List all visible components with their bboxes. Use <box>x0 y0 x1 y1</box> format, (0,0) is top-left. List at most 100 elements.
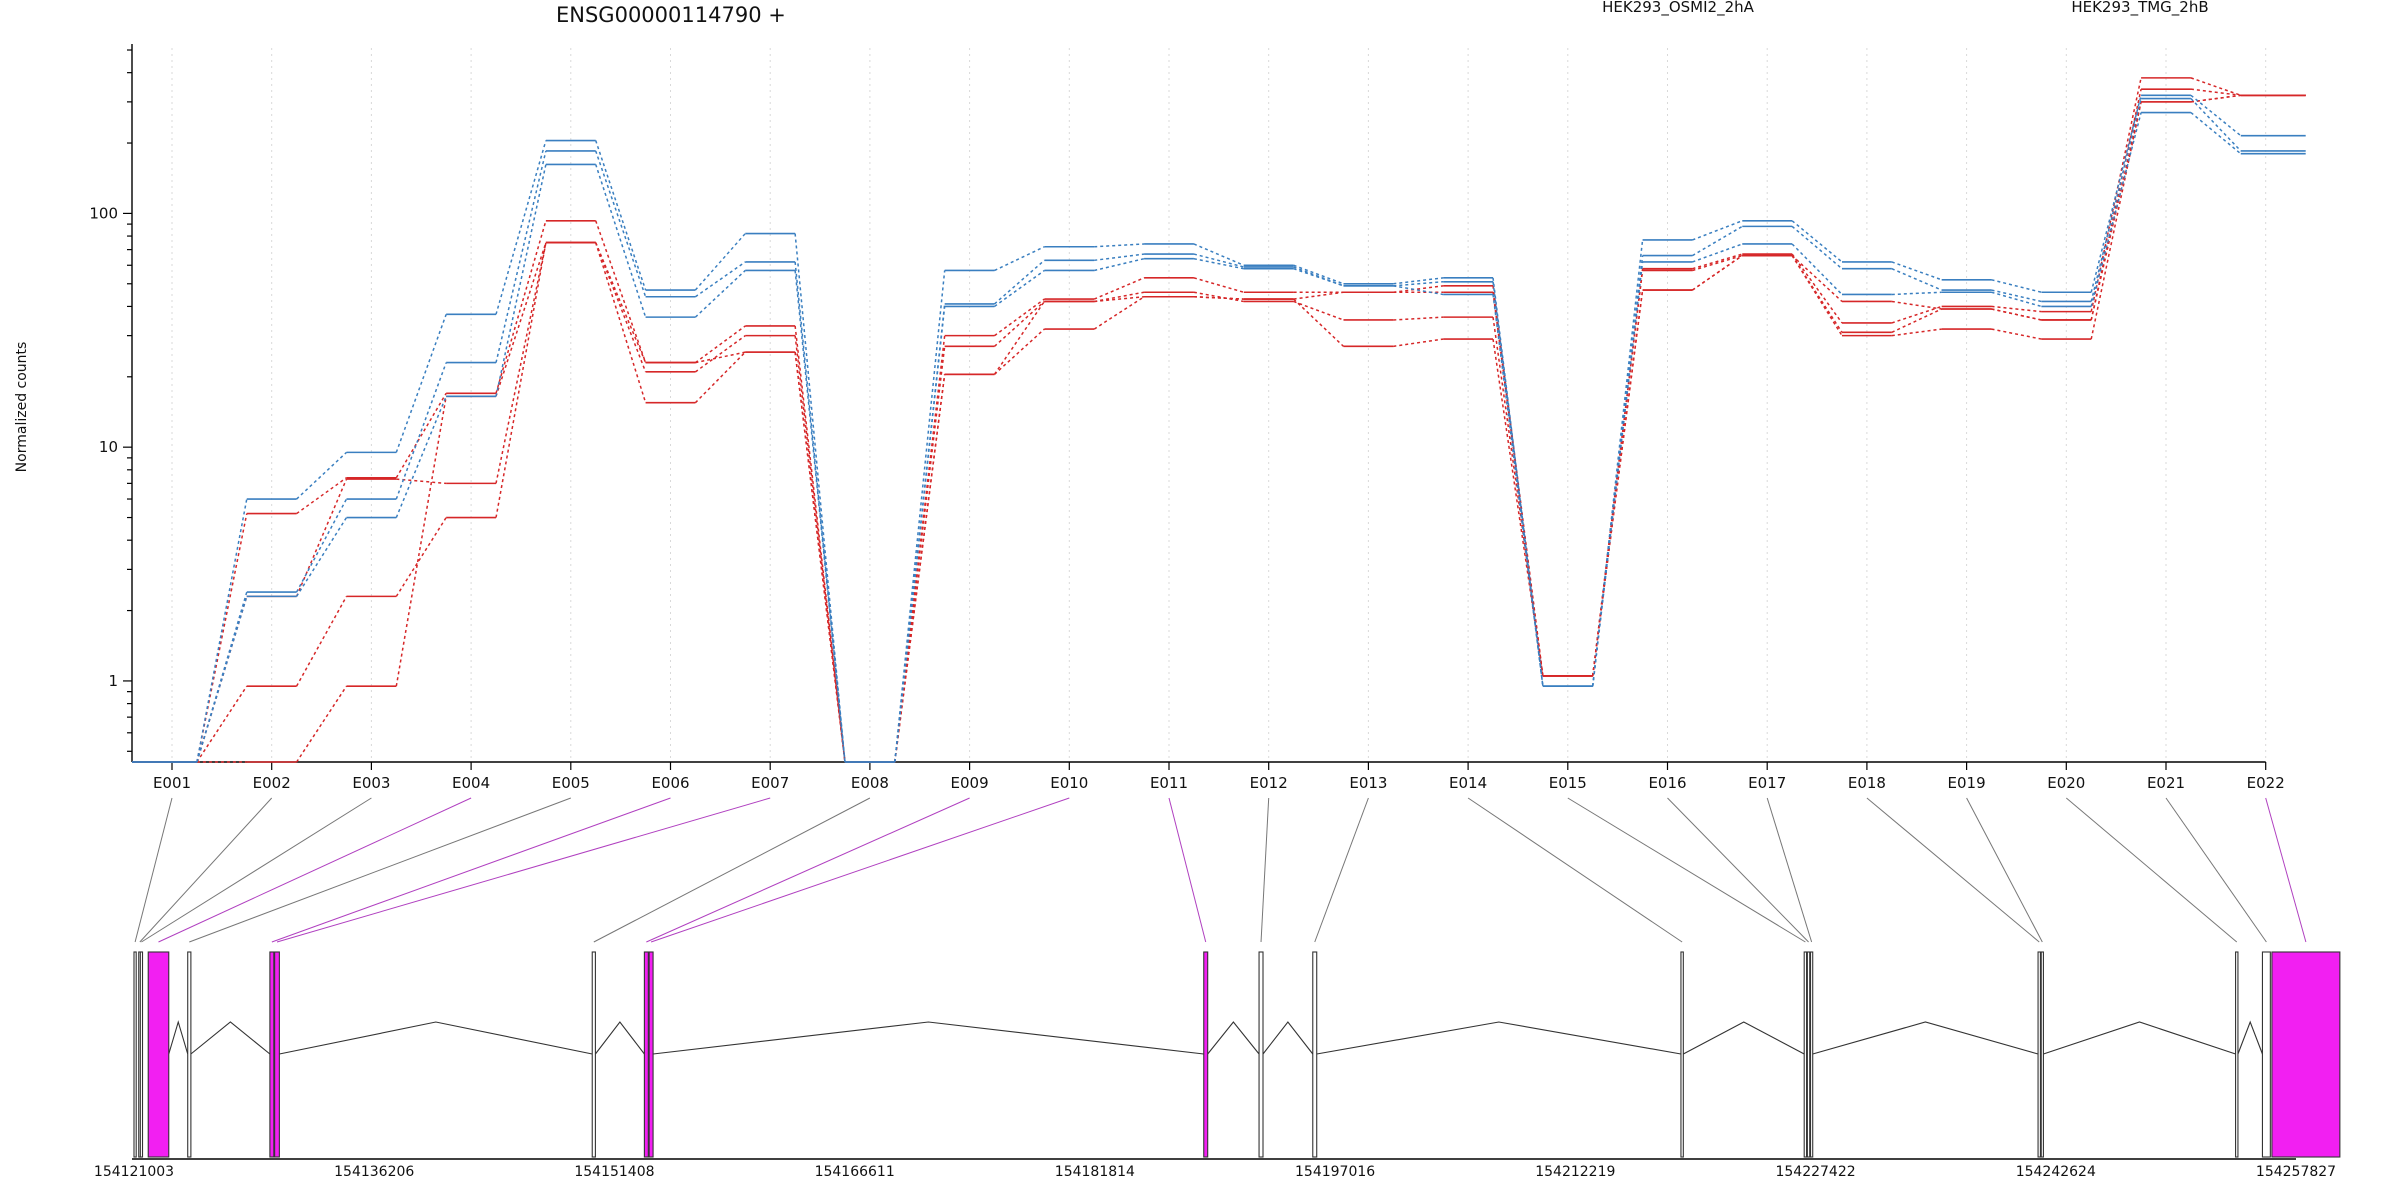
connector-E008 <box>894 335 946 763</box>
connector-line-E007 <box>276 797 771 943</box>
connector-E006 <box>694 261 746 298</box>
connector-E019 <box>1991 291 2042 308</box>
exon-E008 <box>591 951 596 1158</box>
y-axis: 1 10 100 <box>89 44 133 762</box>
exon-E005 <box>187 951 192 1158</box>
x-axis: E001 E002 E003 E004 E005 E006 E007 E008 E009 E010… <box>132 761 2285 792</box>
connector-E003 <box>395 396 447 518</box>
exon-E003 <box>139 951 144 1158</box>
x-tick-label-E018: E018 <box>1848 774 1886 792</box>
exon-E016 <box>1806 951 1811 1158</box>
connector-E021 <box>2190 94 2242 137</box>
x-tick-label-E004: E004 <box>452 774 490 792</box>
connector-E003 <box>395 362 447 500</box>
connector-line-E012 <box>1260 797 1270 943</box>
series-lines <box>132 77 2306 763</box>
connector-E006 <box>694 351 746 404</box>
connector-E002 <box>295 478 348 597</box>
connector-E010 <box>1094 257 1145 272</box>
connector-E003 <box>396 478 447 485</box>
exon-E019 <box>2040 951 2044 1158</box>
connector-E010 <box>1094 243 1145 248</box>
x-tick-label-E022: E022 <box>2247 774 2285 792</box>
connector-line-E016 <box>1667 797 1809 943</box>
connector-E002 <box>296 477 347 515</box>
x-tick-label-E014: E014 <box>1449 774 1487 792</box>
legend-entry-osmi2: HEK293_OSMI2_2hA <box>1602 0 1755 17</box>
exon-E001 <box>133 951 137 1158</box>
connector-E016 <box>1692 220 1743 241</box>
series-5 <box>132 94 2306 763</box>
genomic-tick-label-0: 154121003 <box>94 1164 174 1180</box>
intron-E008 <box>594 1021 645 1055</box>
series-2 <box>132 88 2306 763</box>
connector-E009 <box>994 298 1045 337</box>
connector-line-E005 <box>189 797 571 943</box>
exon-E004 <box>147 951 170 1158</box>
connector-E012 <box>1293 300 1344 321</box>
connector-E002 <box>295 596 348 687</box>
connector-line-E020 <box>2065 797 2238 943</box>
x-tick-label-E012: E012 <box>1250 774 1288 792</box>
connector-E021 <box>2190 111 2242 155</box>
x-tick-label-E016: E016 <box>1648 774 1686 792</box>
connector-E013 <box>1393 281 1444 287</box>
connector-E020 <box>2090 77 2142 312</box>
connector-E020 <box>2090 95 2142 293</box>
connector-E001 <box>196 596 248 763</box>
exon-E015 <box>1803 951 1808 1158</box>
series-1 <box>132 77 2306 763</box>
connector-E007 <box>794 352 846 763</box>
connector-E009 <box>994 328 1045 375</box>
connector-E013 <box>1393 285 1444 296</box>
connector-E014 <box>1492 277 1544 687</box>
connector-E002 <box>296 451 347 500</box>
vertical-gridlines <box>171 48 2267 762</box>
connector-E019 <box>1991 308 2042 321</box>
x-tick-label-E019: E019 <box>1948 774 1986 792</box>
connector-E010 <box>1094 253 1145 262</box>
intron-E020 <box>2237 1020 2263 1055</box>
connector-line-E011 <box>1168 797 1207 943</box>
connector-E005 <box>595 242 647 373</box>
series-6 <box>132 97 2306 763</box>
connector-E016 <box>1692 225 1743 257</box>
x-tick-label-E006: E006 <box>651 774 689 792</box>
connector-line-E010 <box>650 797 1070 943</box>
x-tick-label-E017: E017 <box>1748 774 1786 792</box>
intron-E017 <box>1812 1021 2039 1055</box>
connector-E016 <box>1691 254 1743 291</box>
y-tick-label-1: 1 <box>108 672 118 690</box>
connector-E005 <box>595 220 647 363</box>
connector-E016 <box>1692 254 1743 272</box>
connector-E017 <box>1791 225 1843 270</box>
connector-E012 <box>1293 291 1344 300</box>
connector-E020 <box>2090 101 2142 321</box>
exon-E021 <box>2261 951 2271 1158</box>
exon-E006 <box>269 951 275 1158</box>
exon-E022 <box>2271 951 2341 1158</box>
genomic-axis: 154121003 154136206 154151408 154166611 1541… <box>94 1158 2336 1180</box>
connector-E008 <box>894 374 946 763</box>
exon-E013 <box>1312 951 1318 1158</box>
connector-E003 <box>395 396 447 687</box>
connector-line-E001 <box>134 797 173 943</box>
connector-E011 <box>1193 243 1245 266</box>
connector-E003 <box>395 517 447 597</box>
legend-entry-tmg: HEK293_TMG_2hB <box>2071 0 2208 17</box>
x-tick-label-E007: E007 <box>751 774 789 792</box>
intron-E005 <box>190 1021 271 1055</box>
exon-E007 <box>274 951 280 1158</box>
connector-E018 <box>1891 328 1942 337</box>
connector-line-E018 <box>1866 797 2040 943</box>
exon-E012 <box>1258 951 1264 1158</box>
intron-E013 <box>1316 1021 1682 1055</box>
y-axis-label: Normalized counts <box>14 342 30 473</box>
connector-E003 <box>395 314 447 453</box>
connector-E020 <box>2090 101 2142 340</box>
exon-E011 <box>1203 951 1209 1158</box>
connector-E005 <box>595 164 647 318</box>
connector-E007 <box>794 233 846 763</box>
connector-line-E008 <box>593 797 871 943</box>
